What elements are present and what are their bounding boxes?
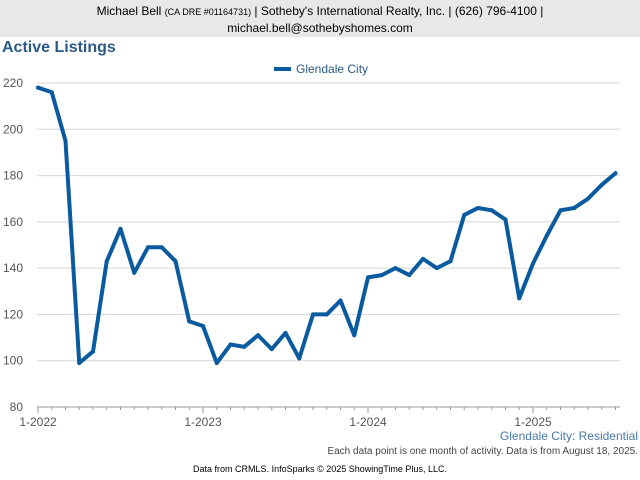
- data-point-10: [173, 259, 178, 264]
- x-axis: 1-2022 1-2023 1-2024 1-2025: [19, 406, 620, 429]
- series-footnote: Glendale City: Residential: [499, 429, 638, 443]
- data-point-41: [599, 182, 604, 187]
- data-point-3: [77, 361, 82, 366]
- y-tick-label-140: 140: [3, 261, 23, 275]
- data-point-14: [228, 342, 233, 347]
- x-tick-label-3: 1-2025: [514, 415, 552, 429]
- data-point-29: [434, 266, 439, 271]
- data-point-36: [531, 261, 535, 266]
- data-point-4: [91, 349, 95, 354]
- data-point-23: [352, 333, 357, 338]
- data-point-30: [448, 259, 453, 264]
- x-tick-label-0: 1-2022: [19, 415, 57, 429]
- data-point-8: [146, 245, 150, 250]
- x-tick-label-1: 1-2023: [184, 415, 222, 429]
- chart-series: [36, 85, 618, 366]
- data-point-19: [297, 356, 302, 361]
- data-point-28: [421, 256, 425, 261]
- y-tick-label-160: 160: [3, 215, 23, 229]
- data-point-6: [118, 226, 123, 231]
- data-point-15: [242, 344, 247, 349]
- y-tick-label-100: 100: [3, 354, 23, 368]
- data-point-37: [544, 233, 549, 238]
- agent-license: (CA DRE #01164731): [164, 7, 252, 17]
- y-tick-label-180: 180: [3, 169, 23, 183]
- data-point-11: [187, 319, 192, 324]
- agent-email: michael.bell@sothebyshomes.com: [227, 21, 413, 35]
- data-point-22: [338, 298, 343, 303]
- data-point-40: [586, 196, 590, 201]
- y-axis-ticks: 80 100 120 140 160 180 200 220: [3, 76, 23, 414]
- agent-header: Michael Bell (CA DRE #01164731) | Sotheb…: [0, 0, 640, 37]
- agent-name: Michael Bell: [96, 4, 162, 18]
- data-point-31: [462, 212, 467, 217]
- agent-line: Michael Bell (CA DRE #01164731) | Sotheb…: [0, 3, 640, 20]
- data-point-18: [283, 330, 288, 335]
- data-point-34: [503, 217, 508, 222]
- data-point-32: [476, 205, 480, 210]
- data-point-1: [49, 90, 54, 95]
- data-point-26: [393, 266, 398, 271]
- chart-legend: Glendale City: [274, 62, 368, 76]
- data-point-16: [256, 333, 260, 338]
- x-tick-label-2: 1-2024: [349, 415, 387, 429]
- data-point-0: [36, 85, 40, 90]
- y-tick-label-120: 120: [3, 307, 23, 321]
- data-point-42: [613, 171, 618, 176]
- data-point-5: [104, 259, 109, 264]
- agent-details: | Sotheby's International Realty, Inc. |…: [254, 4, 544, 18]
- y-tick-label-80: 80: [10, 400, 24, 414]
- data-point-7: [132, 270, 137, 275]
- data-point-20: [311, 312, 315, 317]
- y-tick-label-200: 200: [3, 122, 23, 136]
- data-point-12: [201, 324, 205, 328]
- data-point-17: [269, 347, 274, 352]
- chart-grid: [37, 82, 620, 362]
- data-point-33: [489, 208, 494, 213]
- chart-title: Active Listings: [2, 39, 116, 56]
- data-point-9: [159, 245, 164, 250]
- y-tick-label-220: 220: [3, 76, 23, 90]
- data-point-21: [324, 312, 329, 317]
- data-credits: Data from CRMLS. InfoSparks © 2025 Showi…: [193, 464, 447, 474]
- legend-swatch: [274, 67, 291, 71]
- data-point-13: [214, 361, 219, 366]
- activity-footnote: Each data point is one month of activity…: [327, 446, 638, 457]
- data-point-2: [63, 138, 68, 143]
- data-point-25: [379, 273, 384, 278]
- data-point-24: [366, 275, 370, 280]
- data-point-39: [572, 205, 577, 210]
- data-point-35: [517, 296, 522, 301]
- legend-label: Glendale City: [296, 62, 369, 76]
- data-point-38: [558, 208, 563, 213]
- data-point-27: [407, 273, 412, 278]
